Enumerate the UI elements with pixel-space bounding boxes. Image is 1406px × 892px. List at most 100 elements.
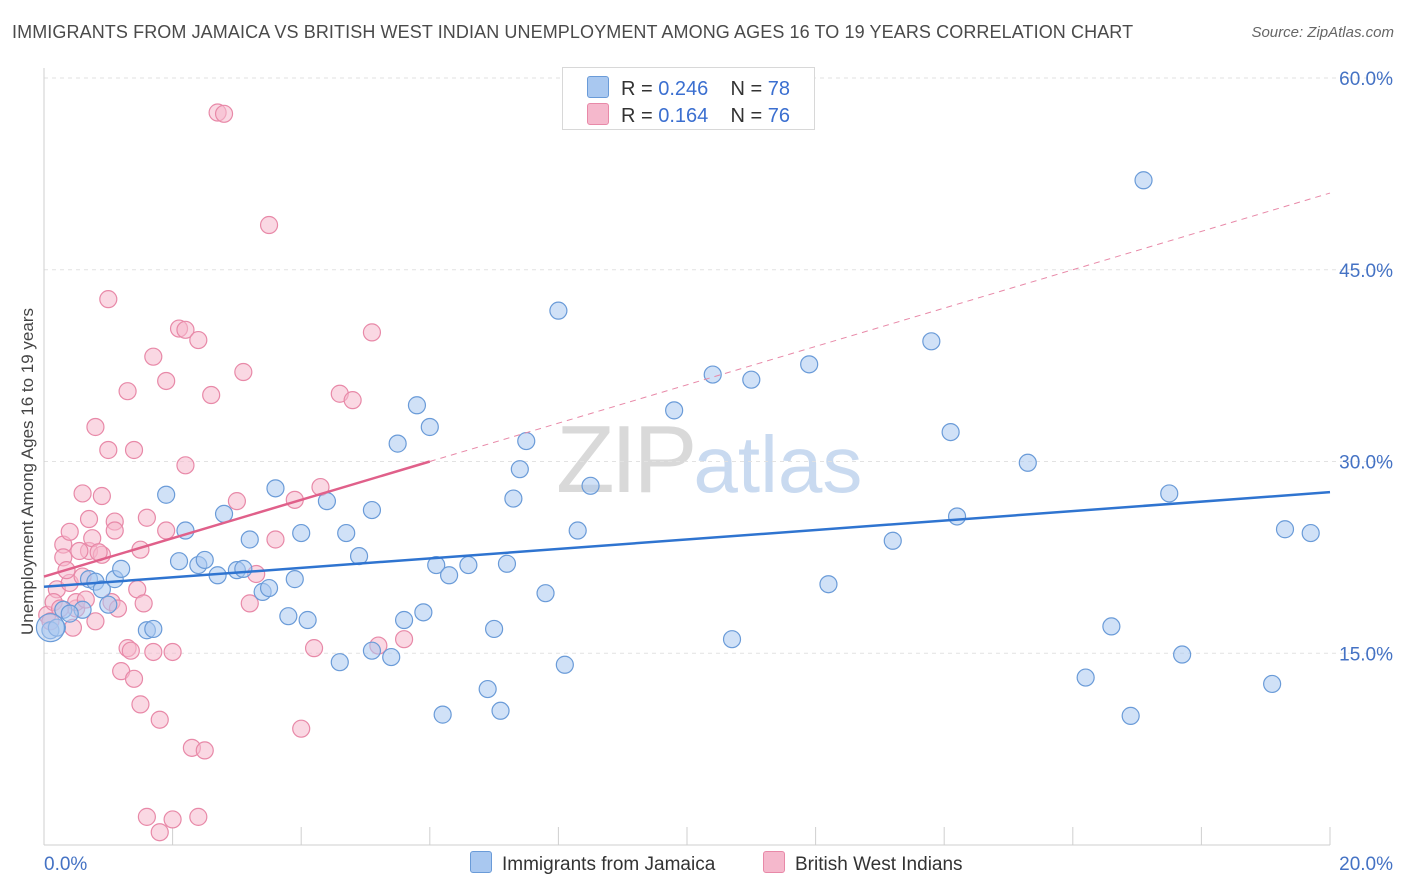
legend-n-value: 76 — [767, 105, 791, 127]
data-point — [189, 807, 208, 826]
data-point — [1076, 668, 1095, 687]
legend-n-label: N = — [730, 105, 763, 127]
legend-swatch-blue — [587, 76, 609, 98]
data-point — [144, 642, 163, 662]
data-point — [800, 355, 819, 374]
data-point — [478, 679, 497, 699]
data-point — [292, 719, 311, 738]
data-point — [92, 486, 111, 506]
data-point — [304, 639, 324, 658]
legend-r-label: R = — [621, 78, 653, 100]
legend-row-jamaica: R = 0.246 N = 78 — [587, 76, 790, 100]
data-point — [497, 554, 517, 573]
data-point — [581, 476, 600, 495]
bottom-legend-swatch-blue — [470, 851, 492, 873]
bottom-legend-british-west-indians: British West Indians — [763, 851, 963, 876]
data-point — [883, 531, 902, 550]
axes — [43, 68, 1331, 846]
data-point — [163, 810, 182, 829]
data-point — [266, 479, 285, 498]
data-point — [157, 371, 176, 391]
data-point — [60, 522, 79, 541]
data-point — [414, 603, 433, 622]
data-point — [234, 559, 253, 578]
axis-labels: 15.0% 30.0% 45.0% 60.0% 0.0% 20.0% Unemploymen… — [18, 69, 1393, 875]
bottom-legend-jamaica: Immigrants from Jamaica — [470, 851, 715, 876]
data-point — [121, 641, 140, 660]
legend-n-value: 78 — [767, 78, 791, 100]
data-point — [1173, 645, 1192, 664]
data-point — [362, 641, 382, 660]
data-point — [259, 215, 279, 235]
data-point — [536, 584, 555, 603]
data-point — [35, 613, 66, 643]
watermark-zip: ZIP — [556, 406, 697, 513]
data-point — [73, 484, 92, 503]
data-point — [1018, 453, 1037, 472]
data-point — [105, 521, 124, 540]
data-point — [491, 701, 510, 720]
data-point — [163, 642, 182, 662]
data-point — [382, 647, 401, 667]
data-point — [189, 330, 208, 350]
data-point — [195, 550, 214, 570]
data-point — [157, 485, 176, 504]
data-point — [941, 422, 960, 442]
data-point — [427, 555, 446, 575]
data-point — [144, 619, 163, 639]
legend-swatch-pink — [587, 103, 609, 125]
data-point — [176, 456, 195, 475]
watermark-atlas: atlas — [693, 420, 863, 509]
bottom-legend-swatch-pink — [763, 851, 785, 873]
legend-n-label: N = — [730, 78, 763, 100]
data-point — [70, 541, 89, 561]
series-points-british-west-indians — [38, 103, 414, 842]
data-point — [922, 332, 941, 351]
legend-r-value: 0.246 — [658, 78, 709, 100]
data-point — [394, 610, 414, 630]
data-point — [330, 653, 349, 672]
data-point — [362, 500, 382, 520]
trend-line-jamaica — [43, 490, 1331, 589]
series-points-jamaica — [35, 171, 1320, 725]
data-point — [195, 741, 214, 760]
data-point — [1263, 674, 1282, 694]
data-point — [137, 508, 156, 527]
data-point — [285, 570, 304, 589]
data-point — [124, 440, 144, 460]
trend-line-extension-british-west-indians — [429, 192, 1331, 462]
data-point — [227, 492, 246, 511]
data-point — [298, 610, 317, 630]
data-point — [742, 370, 761, 389]
x-tick-label: 0.0% — [44, 854, 87, 875]
y-axis-title: Unemployment Among Ages 16 to 19 years — [18, 308, 37, 635]
data-point — [555, 655, 574, 674]
data-point — [1134, 171, 1153, 190]
data-point — [60, 604, 79, 623]
data-point — [169, 552, 189, 571]
chart-source: Source: ZipAtlas.com — [1251, 24, 1394, 41]
data-point — [79, 509, 99, 529]
data-point — [92, 580, 111, 599]
data-point — [279, 607, 298, 626]
data-point — [819, 575, 838, 594]
data-point — [86, 417, 105, 437]
data-point — [362, 323, 382, 342]
data-point — [86, 612, 105, 631]
data-point — [1102, 617, 1121, 636]
data-point — [549, 301, 568, 320]
y-tick-label: 60.0% — [1339, 69, 1393, 90]
data-point — [343, 391, 362, 410]
data-point — [394, 630, 414, 649]
data-point — [439, 566, 459, 585]
data-point — [420, 417, 439, 437]
data-point — [266, 530, 285, 549]
data-point — [504, 489, 523, 508]
data-point — [99, 290, 118, 309]
data-point — [144, 347, 163, 366]
data-point — [1275, 520, 1295, 539]
data-point — [137, 807, 156, 826]
chart-title: IMMIGRANTS FROM JAMAICA VS BRITISH WEST … — [12, 22, 1134, 42]
data-point — [459, 555, 478, 575]
